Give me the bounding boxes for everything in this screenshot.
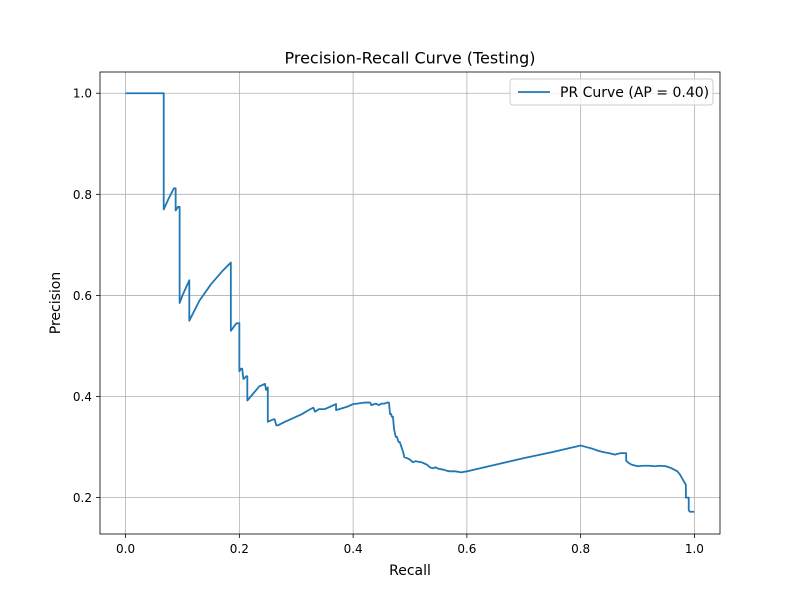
x-tick-label: 0.4	[344, 542, 363, 556]
x-tick-label: 1.0	[685, 542, 704, 556]
pr-curve-line	[125, 92, 695, 513]
x-tick-label: 0.0	[116, 542, 135, 556]
legend: PR Curve (AP = 0.40)	[509, 78, 714, 106]
x-tick-label: 0.6	[457, 542, 476, 556]
y-axis: 0.2 0.4 0.6 0.8 1.0	[73, 87, 100, 505]
chart-title: Precision-Recall Curve (Testing)	[284, 49, 535, 68]
y-axis-label: Precision	[48, 272, 64, 334]
x-tick-label: 0.2	[230, 542, 249, 556]
y-tick-label: 0.6	[73, 289, 92, 303]
x-axis-label: Recall	[389, 563, 431, 579]
plot-frame	[99, 71, 721, 535]
legend-label: PR Curve (AP = 0.40)	[560, 85, 709, 101]
series-layer	[125, 92, 695, 513]
grid	[100, 72, 720, 534]
x-tick-label: 0.8	[571, 542, 590, 556]
legend-box	[509, 78, 714, 106]
y-tick-label: 0.8	[73, 188, 92, 202]
y-tick-label: 0.4	[73, 390, 92, 404]
x-axis: 0.0 0.2 0.4 0.6 0.8 1.0	[116, 534, 704, 556]
y-tick-label: 1.0	[73, 87, 92, 101]
y-tick-label: 0.2	[73, 491, 92, 505]
